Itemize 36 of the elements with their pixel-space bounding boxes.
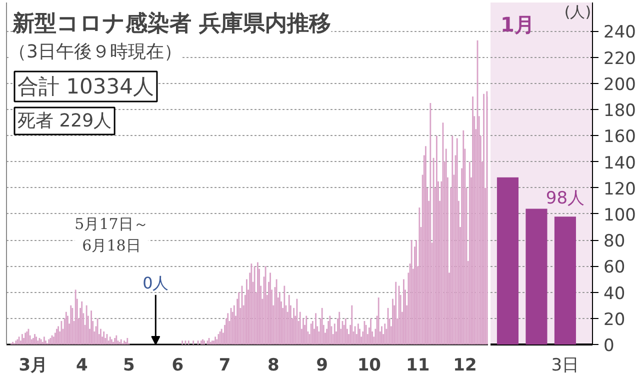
y-tick-label: 60 (604, 258, 626, 278)
x-tick-label: 7 (218, 356, 231, 376)
text: 98人 (546, 188, 585, 209)
annotation: 0人 (142, 273, 169, 292)
x-tick-label: 10 (357, 356, 382, 376)
x-tick-label: 3月 (18, 356, 48, 376)
x-tick-label: 12 (453, 356, 477, 376)
y-tick-label: 180 (604, 101, 636, 122)
text: 1月 (500, 12, 534, 36)
text: （3日午後９時現在） (8, 42, 182, 62)
y-tick-label: 100 (604, 205, 636, 226)
annotation: 死者 229人 (18, 110, 112, 132)
chart-title: 新型コロナ感染者 兵庫県内推移 (12, 10, 332, 36)
y-tick-label: 120 (604, 179, 636, 200)
y-tick-label: 200 (604, 74, 636, 95)
y-tick-label: 240 (604, 22, 636, 43)
y-tick-label: 40 (604, 284, 626, 304)
x-tick-label: 4 (76, 356, 88, 376)
y-tick-label: 220 (604, 48, 636, 69)
x-tick-label: 5 (123, 356, 135, 376)
x-tick-label: 11 (406, 356, 430, 376)
x-tick-label: 9 (316, 356, 328, 376)
y-tick-label: 80 (604, 232, 626, 252)
bar (526, 208, 548, 344)
y-tick-label: 20 (604, 310, 626, 330)
x-tick-label: 6 (172, 356, 184, 376)
x-tick-label: 8 (267, 356, 280, 376)
bar (554, 216, 576, 344)
annotation: 合計 10334人 (18, 74, 154, 98)
x-tick-label: 3日 (551, 356, 580, 376)
bar (496, 177, 519, 344)
y-tick-label: 160 (604, 127, 636, 148)
y-tick-label: 0 (604, 336, 614, 356)
annotation: 5月17日～ 6月18日 (74, 214, 148, 254)
y-axis-title: (人) (564, 2, 592, 21)
y-tick-label: 140 (604, 153, 636, 174)
